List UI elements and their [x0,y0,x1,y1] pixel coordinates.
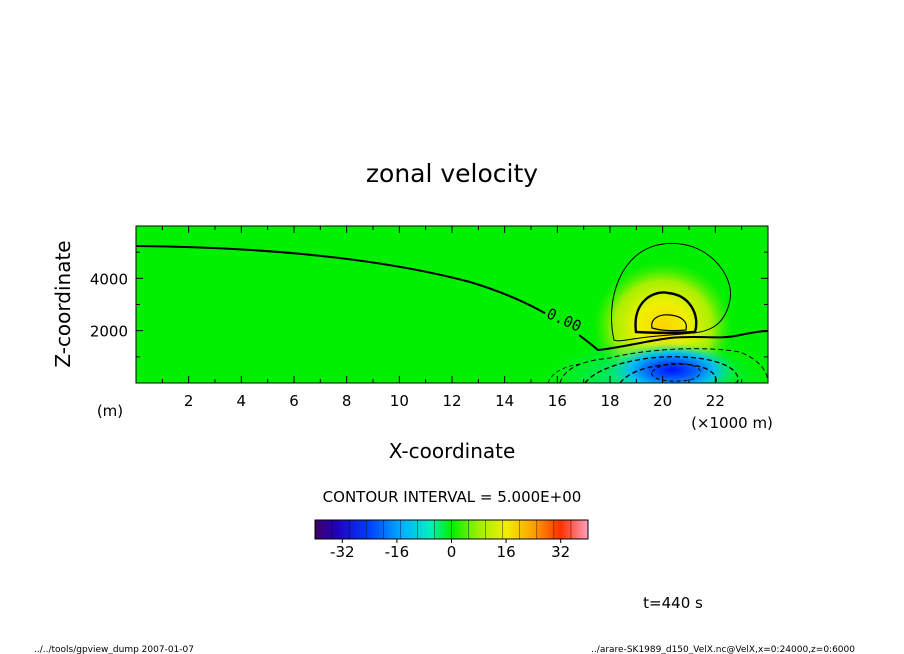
x-tick-label: 16 [548,392,567,410]
y-tick-label: 4000 [90,270,128,288]
contour-neg-10 [584,356,739,383]
contour-pos-10 [634,291,698,334]
time-label: t=440 s [643,594,703,612]
x-tick-label: 22 [706,392,725,410]
colorbar-tick-label: -16 [385,543,410,561]
x-axis-label: X-coordinate [389,439,516,463]
footer-left: ../../tools/gpview_dump 2007-01-07 [34,645,194,654]
x-tick-label: 14 [495,392,514,410]
x-axis: 2 4 6 8 10 12 14 16 18 20 22 [161,226,743,410]
x-unit-label: (×1000 m) [691,414,773,432]
colorbar-tick-label: 16 [497,543,516,561]
colorbar-ticks: -32 -16 0 16 32 [330,520,572,561]
colorbar-tick-label: 32 [551,543,570,561]
footer-right: ../arare-SK1989_d150_VelX.nc@VelX,x=0:24… [591,645,855,654]
y-axis: 2000 4000 [90,251,768,358]
chart-title: zonal velocity [366,159,538,188]
y-unit-label: (m) [97,402,123,420]
contour-neg-5 [559,348,768,383]
zero-contour [136,245,768,352]
x-tick-label: 10 [390,392,409,410]
contour-interval-text: CONTOUR INTERVAL = 5.000E+00 [323,488,582,506]
contour-neg-20 [651,363,701,382]
contour-pos-5 [611,242,732,342]
x-tick-label: 6 [289,392,299,410]
x-tick-label: 18 [600,392,619,410]
contour-pos-15 [651,314,687,332]
y-axis-label: Z-coordinate [51,240,75,367]
x-tick-label: 8 [342,392,352,410]
x-tick-label: 12 [442,392,461,410]
colorbar-tick-label: -32 [330,543,355,561]
x-tick-label: 4 [237,392,247,410]
contour-neg-outer-left [547,363,581,383]
y-tick-label: 2000 [90,323,128,341]
contour-neg-15 [619,363,717,383]
negative-core [607,344,737,383]
colorbar-tick-label: 0 [447,543,457,561]
plot-area: 0.00 [136,226,768,383]
x-tick-label: 2 [184,392,194,410]
x-tick-label: 20 [653,392,672,410]
